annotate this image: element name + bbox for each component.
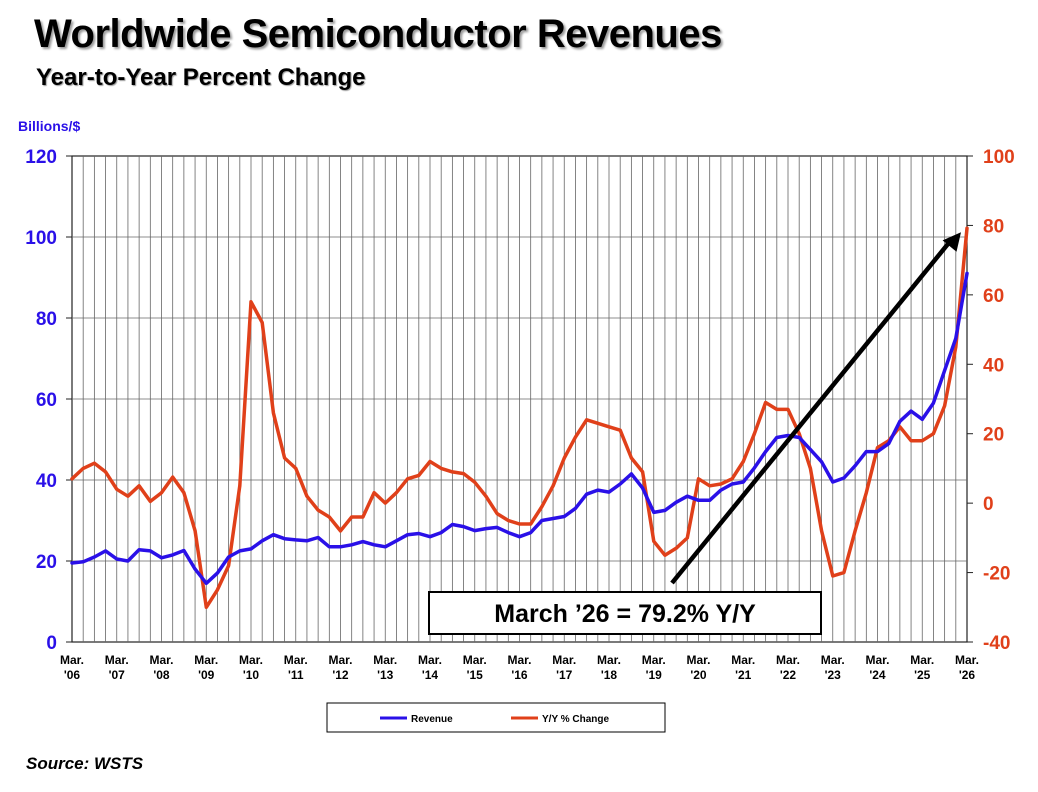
x-tick-label: Mar. bbox=[821, 653, 845, 667]
x-tick-label: '25 bbox=[914, 668, 931, 682]
legend: Revenue Y/Y % Change bbox=[326, 702, 666, 733]
right-axis-ticks: -40 -20 0 20 40 60 80 100 bbox=[967, 147, 1015, 654]
x-tick-label: Mar. bbox=[776, 653, 800, 667]
callout-box-frame bbox=[428, 591, 822, 635]
x-tick-label: Mar. bbox=[463, 653, 487, 667]
x-tick-label: '07 bbox=[109, 668, 126, 682]
x-tick-label: Mar. bbox=[284, 653, 308, 667]
x-tick-label: '06 bbox=[64, 668, 81, 682]
x-tick-label: Mar. bbox=[507, 653, 531, 667]
x-tick-label: '18 bbox=[601, 668, 618, 682]
x-tick-label: '17 bbox=[556, 668, 573, 682]
callout-arrow-shaft bbox=[670, 238, 953, 585]
callout-text: March ’26 = 79.2% Y/Y bbox=[494, 600, 756, 628]
x-tick-label: Mar. bbox=[149, 653, 173, 667]
right-tick-label: 80 bbox=[983, 216, 1004, 237]
x-tick-label: Mar. bbox=[731, 653, 755, 667]
callout-box: March ’26 = 79.2% Y/Y bbox=[428, 591, 822, 635]
x-tick-label: '26 bbox=[959, 668, 976, 682]
x-tick-label: '13 bbox=[377, 668, 394, 682]
left-tick-label: 0 bbox=[46, 633, 57, 654]
x-tick-label: Mar. bbox=[955, 653, 979, 667]
x-tick-label: Mar. bbox=[910, 653, 934, 667]
x-tick-label: '10 bbox=[243, 668, 260, 682]
right-tick-label: 20 bbox=[983, 425, 1004, 446]
x-tick-label: '16 bbox=[511, 668, 528, 682]
left-tick-label: 20 bbox=[36, 552, 57, 573]
x-tick-label: '11 bbox=[288, 668, 304, 682]
x-tick-label: '15 bbox=[467, 668, 484, 682]
series-group bbox=[70, 226, 969, 610]
left-tick-label: 100 bbox=[25, 228, 57, 249]
x-tick-label: '21 bbox=[735, 668, 752, 682]
x-tick-label: Mar. bbox=[194, 653, 218, 667]
chart-subtitle: Year-to-Year Percent Change bbox=[36, 64, 366, 91]
left-tick-label: 120 bbox=[25, 147, 57, 168]
legend-revenue-label: Revenue bbox=[411, 714, 453, 725]
left-axis-label: Billions/$ bbox=[18, 118, 80, 134]
x-tick-label: '20 bbox=[690, 668, 707, 682]
yoy-change-line bbox=[70, 226, 969, 610]
x-tick-label: Mar. bbox=[373, 653, 397, 667]
right-tick-label: 60 bbox=[983, 286, 1004, 307]
left-tick-label: 40 bbox=[36, 471, 57, 492]
right-tick-label: 0 bbox=[983, 494, 994, 515]
x-tick-label: '12 bbox=[332, 668, 349, 682]
right-tick-label: 40 bbox=[983, 355, 1004, 376]
x-tick-label: Mar. bbox=[686, 653, 710, 667]
source-note: Source: WSTS bbox=[26, 754, 144, 773]
x-tick-label: Mar. bbox=[418, 653, 442, 667]
x-tick-label: Mar. bbox=[60, 653, 84, 667]
x-tick-label: Mar. bbox=[597, 653, 621, 667]
x-tick-label: '09 bbox=[198, 668, 215, 682]
right-tick-label: 100 bbox=[983, 147, 1015, 168]
callout-arrow bbox=[670, 232, 961, 585]
plot-grid bbox=[71, 155, 968, 643]
x-tick-label: '14 bbox=[422, 668, 439, 682]
x-tick-label: '19 bbox=[646, 668, 663, 682]
x-tick-label: Mar. bbox=[552, 653, 576, 667]
x-axis-ticks: Mar.'06Mar.'07Mar.'08Mar.'09Mar.'10Mar.'… bbox=[60, 653, 979, 682]
left-axis-ticks: 0 20 40 60 80 100 120 bbox=[25, 147, 72, 654]
legend-yoy-label: Y/Y % Change bbox=[542, 714, 609, 725]
legend-frame bbox=[326, 702, 666, 733]
x-tick-label: '08 bbox=[153, 668, 170, 682]
revenue-line bbox=[70, 271, 969, 586]
x-tick-label: Mar. bbox=[105, 653, 129, 667]
left-tick-label: 80 bbox=[36, 309, 57, 330]
x-tick-label: Mar. bbox=[865, 653, 889, 667]
x-tick-label: Mar. bbox=[239, 653, 263, 667]
right-tick-label: -40 bbox=[983, 633, 1010, 654]
x-tick-label: '23 bbox=[825, 668, 842, 682]
callout-arrow-head bbox=[942, 232, 961, 252]
left-tick-label: 60 bbox=[36, 390, 57, 411]
x-tick-label: Mar. bbox=[642, 653, 666, 667]
chart-title: Worldwide Semiconductor Revenues bbox=[34, 12, 722, 56]
right-tick-label: -20 bbox=[983, 564, 1010, 585]
x-tick-label: '24 bbox=[869, 668, 886, 682]
x-tick-label: Mar. bbox=[328, 653, 352, 667]
x-tick-label: '22 bbox=[780, 668, 797, 682]
